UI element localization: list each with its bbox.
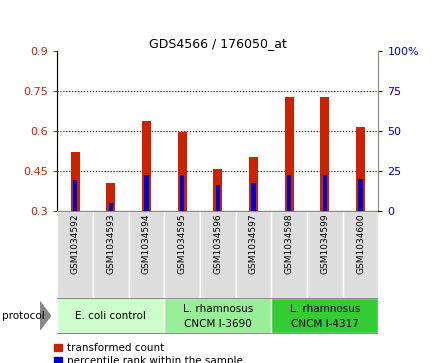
Bar [109, 203, 113, 211]
Polygon shape [40, 301, 51, 330]
FancyBboxPatch shape [128, 211, 164, 298]
Bar [356, 127, 365, 211]
Bar [285, 97, 293, 211]
Legend: transformed count, percentile rank within the sample: transformed count, percentile rank withi… [54, 343, 243, 363]
Bar [323, 175, 327, 211]
FancyBboxPatch shape [164, 298, 271, 333]
Bar [142, 121, 151, 211]
Bar [180, 175, 184, 211]
FancyBboxPatch shape [200, 211, 236, 298]
Bar [70, 152, 80, 211]
FancyBboxPatch shape [93, 211, 128, 298]
Text: GSM1034594: GSM1034594 [142, 213, 151, 274]
Bar [73, 180, 77, 211]
Text: GSM1034592: GSM1034592 [70, 213, 80, 274]
Text: E. coli control: E. coli control [75, 311, 146, 321]
FancyBboxPatch shape [307, 211, 343, 298]
Bar [249, 157, 258, 211]
FancyBboxPatch shape [236, 211, 271, 298]
Text: GSM1034598: GSM1034598 [285, 213, 293, 274]
FancyBboxPatch shape [271, 298, 378, 333]
FancyBboxPatch shape [343, 211, 378, 298]
Text: L. rhamnosus: L. rhamnosus [290, 304, 360, 314]
Bar [359, 179, 363, 211]
Text: GSM1034600: GSM1034600 [356, 213, 365, 274]
Text: CNCM I-4317: CNCM I-4317 [291, 319, 359, 329]
Bar [144, 175, 149, 211]
Bar [106, 183, 115, 211]
Text: CNCM I-3690: CNCM I-3690 [184, 319, 252, 329]
Bar [216, 185, 220, 211]
Bar [287, 175, 291, 211]
FancyBboxPatch shape [164, 211, 200, 298]
Bar [320, 97, 329, 211]
Bar [178, 132, 187, 211]
Text: GSM1034596: GSM1034596 [213, 213, 222, 274]
Text: L. rhamnosus: L. rhamnosus [183, 304, 253, 314]
Title: GDS4566 / 176050_at: GDS4566 / 176050_at [149, 37, 287, 50]
Text: GSM1034597: GSM1034597 [249, 213, 258, 274]
FancyBboxPatch shape [57, 211, 93, 298]
Text: GSM1034595: GSM1034595 [178, 213, 187, 274]
Text: GSM1034599: GSM1034599 [320, 213, 330, 274]
Text: protocol: protocol [2, 311, 45, 321]
FancyBboxPatch shape [271, 211, 307, 298]
FancyBboxPatch shape [57, 298, 164, 333]
Bar [213, 169, 222, 211]
Text: GSM1034593: GSM1034593 [106, 213, 115, 274]
Bar [251, 183, 256, 211]
